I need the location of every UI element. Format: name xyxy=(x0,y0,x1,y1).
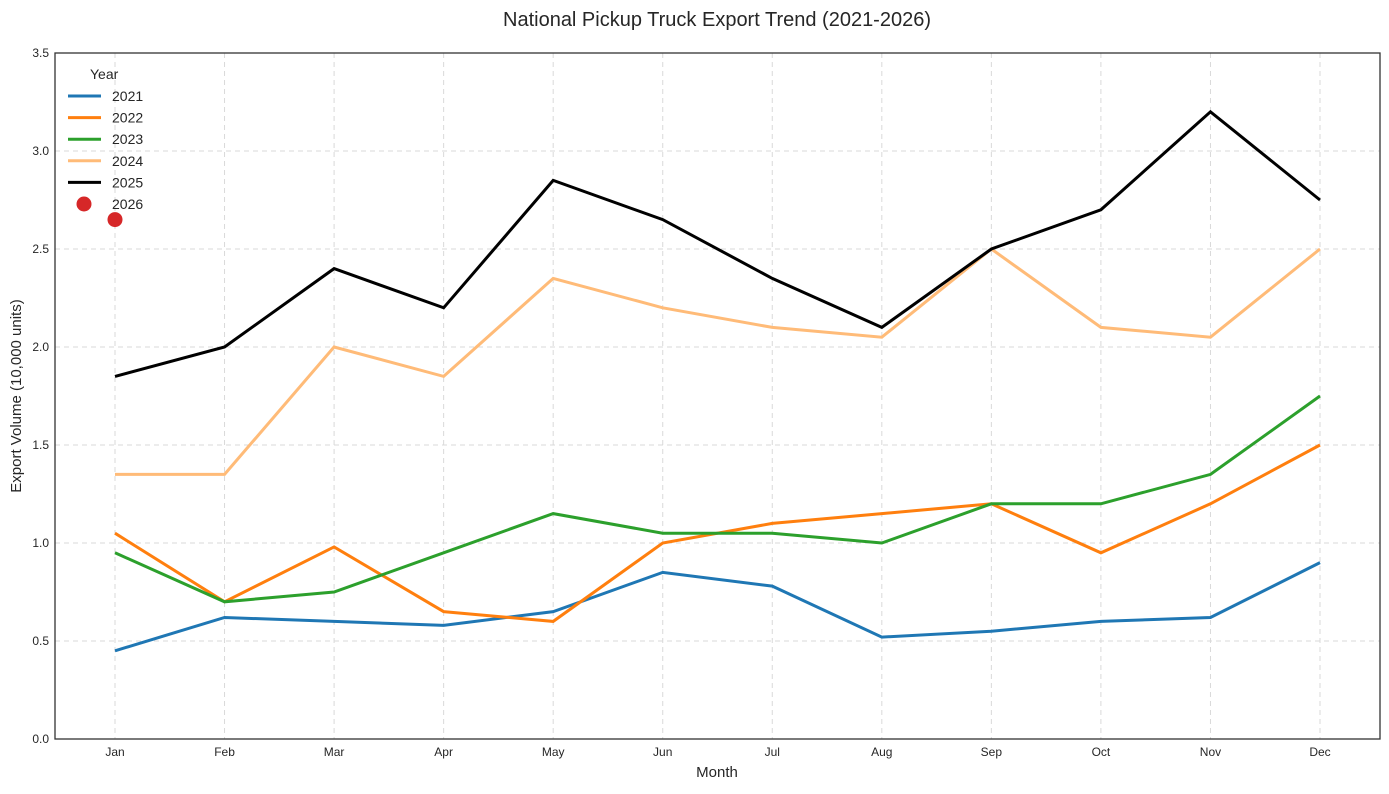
y-tick-label: 0.5 xyxy=(32,634,49,648)
chart-title: National Pickup Truck Export Trend (2021… xyxy=(503,9,931,31)
legend: Year 2021 2022 2023 2024 2025 2026 xyxy=(68,66,143,212)
series-line-2023 xyxy=(114,394,1321,604)
series-group xyxy=(114,109,1321,653)
y-tick-label: 3.0 xyxy=(32,144,49,158)
x-tick-label: May xyxy=(542,745,565,759)
x-tick-label: Jun xyxy=(653,745,672,759)
x-axis-label: Month xyxy=(696,764,738,781)
y-tick-label: 1.5 xyxy=(32,438,49,452)
x-tick-label: Jul xyxy=(765,745,780,759)
x-tick-label: Jan xyxy=(105,745,124,759)
x-tick-label: Mar xyxy=(324,745,345,759)
series-line-2021 xyxy=(114,561,1321,653)
y-tick-label: 2.5 xyxy=(32,242,49,256)
legend-label-2026: 2026 xyxy=(112,196,143,212)
y-tick-label: 1.0 xyxy=(32,536,49,550)
x-tick-label: Apr xyxy=(434,745,453,759)
grid xyxy=(55,52,1380,740)
y-tick-label: 3.5 xyxy=(32,46,49,60)
dot-series-group xyxy=(107,212,123,228)
legend-label-2024: 2024 xyxy=(112,153,143,169)
y-tick-label: 2.0 xyxy=(32,340,49,354)
series-line-2025 xyxy=(114,109,1321,378)
y-tick-label: 0.0 xyxy=(32,732,49,746)
ticks: Jan Feb Mar Apr May Jun Jul Aug Sep Oct Nov Dec 0.0 0… xyxy=(32,46,1330,759)
x-tick-label: Sep xyxy=(981,745,1003,759)
legend-label-2023: 2023 xyxy=(112,131,143,147)
series-line-2024 xyxy=(115,247,1321,476)
x-tick-label: Feb xyxy=(214,745,235,759)
legend-title: Year xyxy=(90,66,119,82)
x-tick-label: Oct xyxy=(1092,745,1111,759)
x-tick-label: Dec xyxy=(1309,745,1330,759)
legend-label-2022: 2022 xyxy=(112,110,143,126)
x-tick-label: Aug xyxy=(871,745,892,759)
legend-swatch-2026 xyxy=(76,196,92,212)
plot-frame xyxy=(54,52,1381,740)
y-axis-label: Export Volume (10,000 units) xyxy=(8,299,25,492)
legend-label-2025: 2025 xyxy=(112,174,143,190)
data-point-2026 xyxy=(107,212,123,228)
x-tick-label: Nov xyxy=(1200,745,1221,759)
legend-label-2021: 2021 xyxy=(112,88,143,104)
